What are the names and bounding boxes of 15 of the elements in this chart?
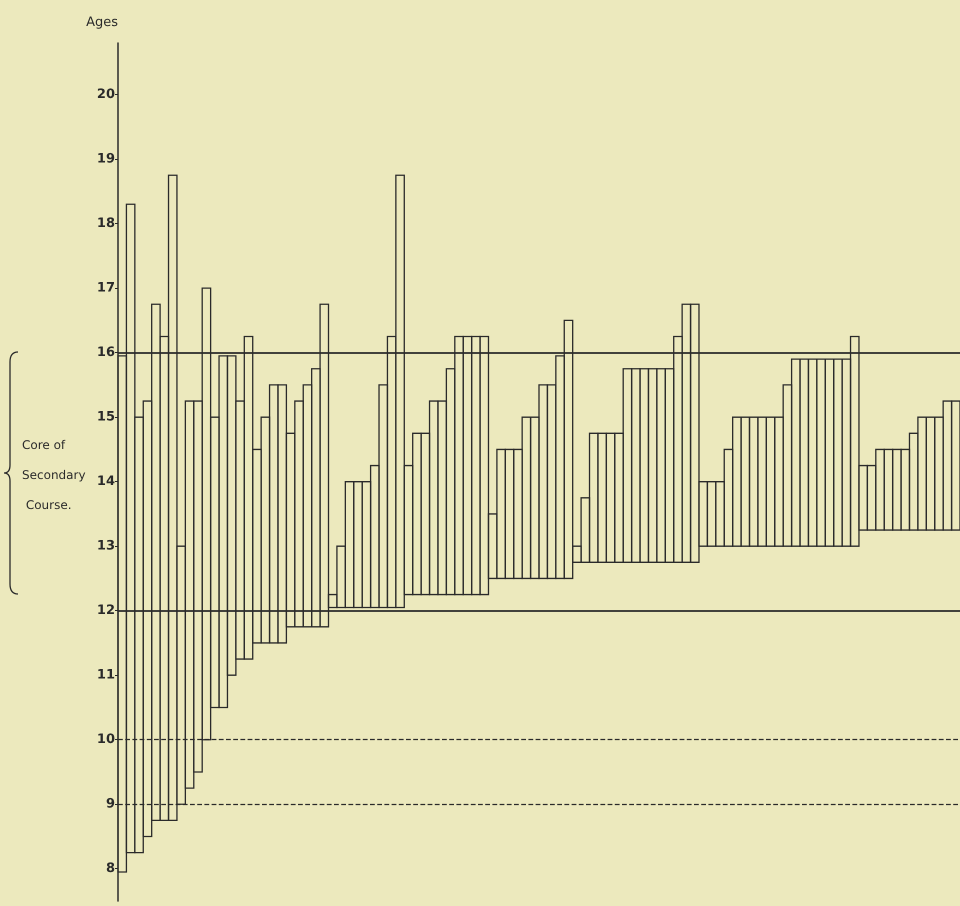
y-tick-label: 12 (96, 603, 115, 618)
y-tick-label: 17 (96, 280, 115, 296)
y-tick-label: 20 (96, 87, 115, 102)
text: Core of Secondary Course. (22, 438, 86, 512)
y-tick-label: 9 (106, 796, 115, 812)
y-tick-label: 14 (96, 474, 115, 490)
y-tick-label: 15 (96, 410, 115, 425)
y-tick-label: 8 (106, 861, 115, 876)
y-tick-label: 16 (96, 345, 115, 360)
y-tick-label: 10 (96, 732, 115, 748)
y-axis-title: Ages (86, 15, 118, 30)
y-tick-label: 13 (96, 538, 115, 554)
y-tick-label: 11 (96, 668, 115, 683)
y-tick-label: 19 (96, 152, 115, 167)
y-tick-label: 18 (96, 216, 115, 232)
